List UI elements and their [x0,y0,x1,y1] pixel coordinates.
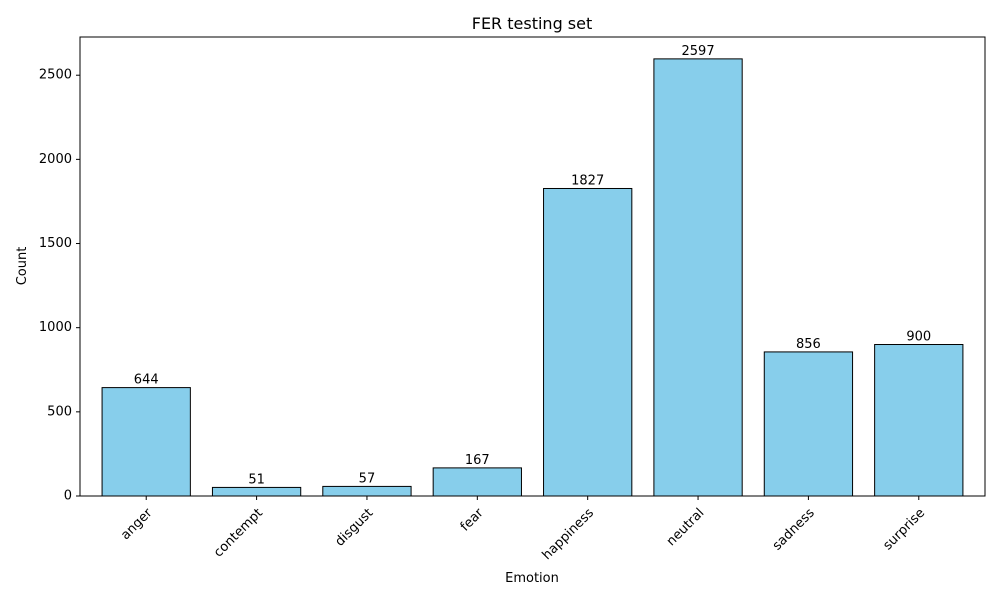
bar-anger [101,387,191,497]
bar-contempt [211,486,302,497]
data-label-happiness: 1827 [571,173,604,188]
chart-title: FER testing set [472,14,593,33]
bar-disgust [322,485,412,497]
y-axis-label: Count [15,247,30,286]
data-label-surprise: 900 [906,330,931,345]
data-label-sadness: 856 [796,337,821,352]
data-label-anger: 644 [134,373,159,388]
bars-layer [101,58,964,497]
bar-happiness [543,187,633,497]
y-tick-label-2000: 2000 [39,152,72,167]
bar-neutral [653,58,743,497]
data-label-disgust: 57 [359,471,376,486]
y-tick-label-1000: 1000 [39,320,72,335]
plot-frame [79,36,986,497]
bar-surprise [874,344,964,497]
bar-sadness [763,351,854,497]
y-tick-label-0: 0 [64,489,72,504]
y-axis: 0 500 1000 1500 2000 2500 [39,68,80,504]
y-tick-label-2500: 2500 [39,68,72,83]
x-axis-label: Emotion [505,571,559,586]
data-label-contempt: 51 [248,472,265,487]
y-tick-label-500: 500 [47,404,72,419]
data-label-neutral: 2597 [682,44,715,59]
data-label-fear: 167 [465,453,490,468]
y-tick-label-1500: 1500 [39,236,72,251]
bar-fear [432,467,522,497]
data-labels-layer: 644 51 57 167 1827 2597 856 900 [134,44,931,488]
